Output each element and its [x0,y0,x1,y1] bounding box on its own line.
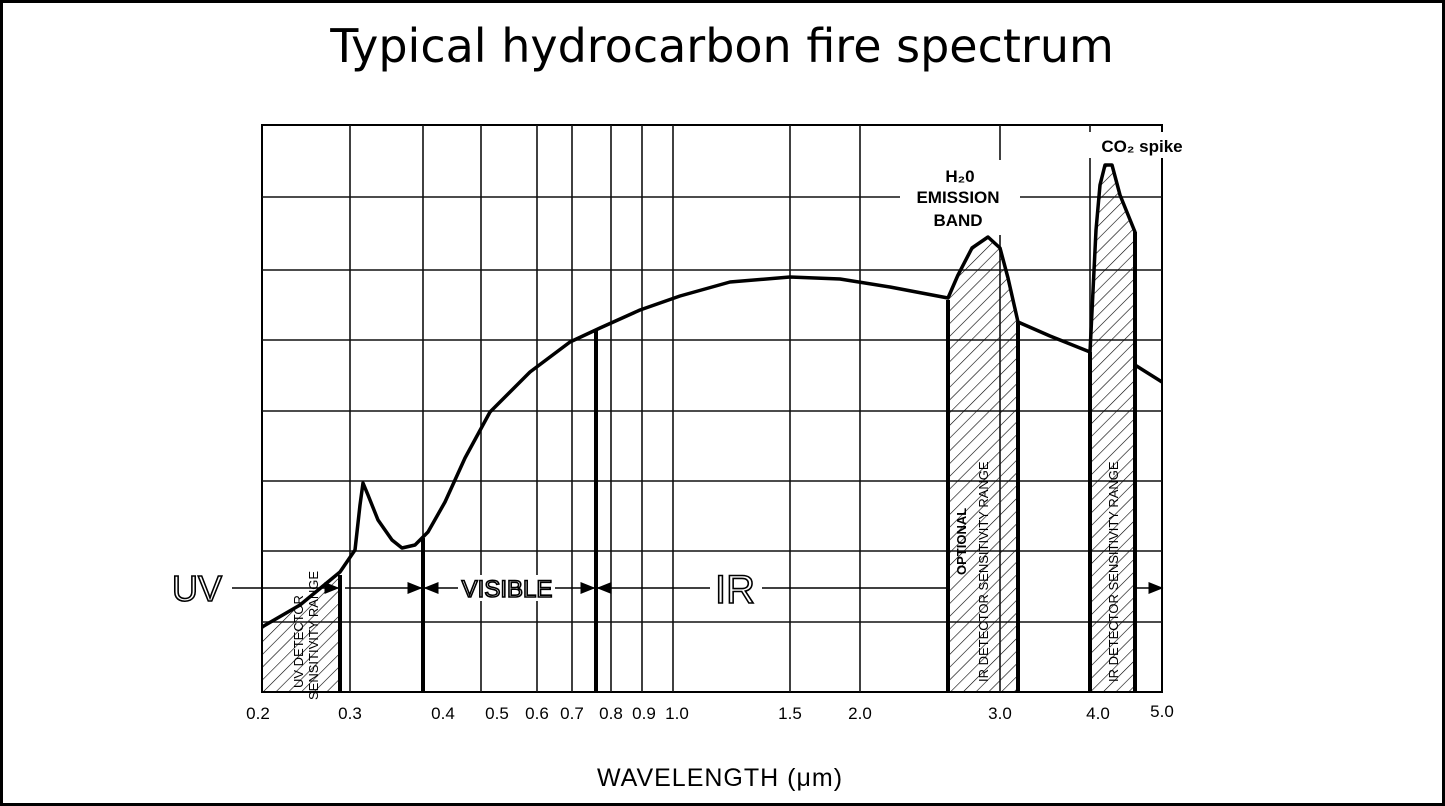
region-label: IR DETECTOR SENSITIVITY RANGE [1106,461,1121,682]
region-label: SENSITIVITY RANGE [306,571,321,700]
region-label: UV DETECTOR [291,595,306,688]
co2-region [1090,165,1135,692]
x-tick-label: 1.5 [778,704,802,723]
uv-band-label: UV [172,568,222,609]
x-tick-label: 4.0 [1086,704,1110,723]
x-tick-label: 0.2 [246,704,270,723]
annotation: EMISSION [916,188,999,207]
spectrum-curve [261,163,1163,629]
x-ticks: 0.2 0.3 0.4 0.5 0.6 0.7 0.8 0.9 1.0 1.5 … [246,702,1174,723]
ir-band-label: IR [715,568,755,612]
x-tick-label: 1.0 [665,704,689,723]
uv-region [262,575,340,692]
annotation: CO₂ spike [1101,137,1182,156]
label-bg [900,160,1020,235]
label-bg [458,575,554,601]
x-tick-label: 0.4 [431,704,455,723]
x-tick-label: 0.6 [525,704,549,723]
x-tick-label: 0.9 [632,704,656,723]
x-tick-label: 0.5 [485,704,509,723]
x-tick-label: 2.0 [848,704,872,723]
x-tick-label: 0.8 [599,704,623,723]
region-label: IR DETECTOR SENSITIVITY RANGE [976,461,991,682]
x-tick-label: 5.0 [1150,702,1174,721]
visible-band-label: VISIBLE [462,576,553,603]
x-tick-label: 3.0 [988,704,1012,723]
annotation: H₂0 [945,167,974,186]
x-tick-label: 0.3 [338,704,362,723]
region-label: OPTIONAL [954,508,969,575]
x-axis-label: WAVELENGTH (μm) [597,764,843,792]
x-tick-label: 0.7 [560,704,584,723]
annotation: BAND [933,211,982,230]
title: Typical hydrocarbon fire spectrum [329,19,1114,73]
label-bg [1085,132,1200,158]
